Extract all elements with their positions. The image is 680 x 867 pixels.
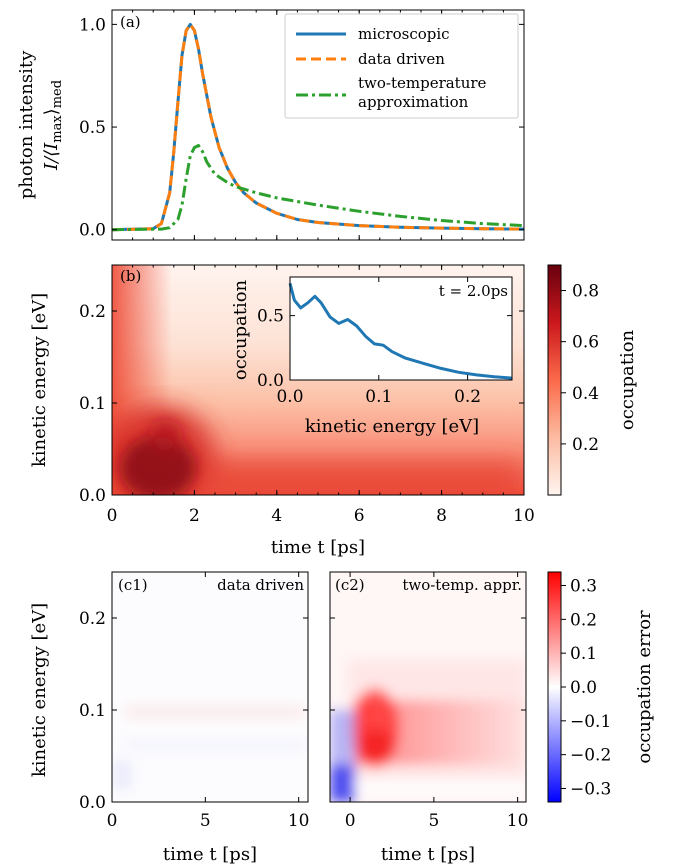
colorbar-c-tick-label: −0.3 [570,779,611,799]
legend-label-two-temperature-line2: approximation [358,93,469,111]
panel-c1-xtick-label: 5 [200,811,211,831]
panel-b-xtick-label: 0 [107,506,118,526]
panel-a-ytick-label: 0.5 [79,118,106,138]
colorbar-b-tick-label: 0.2 [572,435,599,455]
panel-b-xtick-label: 4 [271,506,282,526]
panel-c1: 0 5 10 0.0 0.1 0.2 (c1) data driven time t [p… [29,571,310,865]
panel-c1-title: data driven [217,576,304,594]
panel-b-ylabel: kinetic energy [eV] [29,293,50,467]
panel-b-xtick-label: 10 [513,506,535,526]
panel-a-legend: microscopic data driven two-temperature … [284,13,519,119]
panel-c-colorbar: 0.3 0.2 0.1 0.0 −0.1 −0.2 −0.3 occupation erro… [547,571,655,803]
panel-c2-xtick-label: 0 [345,811,356,831]
panel-c1-xtick-label: 10 [288,811,310,831]
panel-b-xlabel: time t [ps] [271,537,365,558]
series-data-driven [112,22,524,232]
panel-a-label: (a) [120,13,141,31]
legend-label-data-driven: data driven [358,50,445,68]
panel-c2-label: (c2) [335,576,365,594]
panel-a-ticks: 0.0 0.5 1.0 [79,10,525,241]
ylabel-sub1: max [50,115,65,143]
panel-c1-ytick-label: 0.2 [79,609,106,629]
panel-c1-ytick-label: 0.0 [79,793,106,813]
ylabel-main: I/⟨I [41,142,62,171]
colorbar-b-tick-label: 0.8 [572,282,599,302]
series-two-temperature-approximation [112,144,524,232]
panel-c2-title: two-temp. appr. [402,576,522,594]
panel-c1-ytick-label: 0.1 [79,701,106,721]
colorbar-b-ticks: 0.2 0.4 0.6 0.8 [561,282,599,455]
ylabel-sub2: med [50,80,65,108]
legend-box [284,13,519,119]
colorbar-b-label: occupation [617,329,638,430]
colorbar-bwr [547,571,562,803]
colorbar-c-ticks: 0.3 0.2 0.1 0.0 −0.1 −0.2 −0.3 [561,577,611,799]
panel-b-colorbar: 0.2 0.4 0.6 0.8 occupation [547,264,638,496]
inset-ticks: 0.0 0.1 0.2 0.0 0.5 [257,277,512,407]
colorbar-c-tick-label: 0.3 [570,577,597,597]
colorbar-c-tick-label: 0.1 [570,644,597,664]
inset-ytick-label: 0.5 [257,307,284,327]
legend-label-microscopic: microscopic [358,25,450,43]
panel-c2-frame [329,571,527,803]
inset-ylabel: occupation [230,279,251,380]
inset-xlabel: kinetic energy [eV] [305,416,479,437]
inset-annotation: t = 2.0ps [439,282,508,300]
panel-b-ytick-label: 0.2 [79,302,106,322]
heatmap-hotspot-core [120,419,196,495]
panel-b-ticks: 0 2 4 6 8 10 0.0 0.1 0.2 [79,265,535,526]
panel-a: 0.00.51.0 (a) photon intensity I/⟨Imax⟩m… [16,9,525,241]
panel-c2-heatmap [330,572,526,802]
panel-c2-xlabel: time t [ps] [381,844,475,865]
panel-a-ylabel-line1: photon intensity [16,50,37,199]
ylabel-mid: ⟩ [41,108,62,115]
inset-ytick-label: 0.0 [257,371,284,391]
panel-b-ytick-label: 0.1 [79,394,106,414]
panel-c1-ticks: 0 5 10 0.0 0.1 0.2 [79,572,310,831]
panel-b-xtick-label: 8 [436,506,447,526]
panel-c1-xlabel: time t [ps] [163,844,257,865]
panel-c1-xtick-label: 0 [107,811,118,831]
panel-c1-ylabel: kinetic energy [eV] [29,603,50,777]
panel-b-inset: 0.0 0.1 0.2 0.0 0.5 t = 2.0ps kinetic energy… [230,276,513,437]
inset-frame [289,276,513,381]
inset-xtick-label: 0.0 [276,387,303,407]
panel-c2: 0 5 10 (c2) two-temp. appr. time t [ps] 0.… [329,571,655,865]
panel-b-xtick-label: 2 [189,506,200,526]
panel-c1-heatmap [112,572,308,802]
colorbar-c-label: occupation error [634,610,655,764]
colorbar-b-tick-label: 0.6 [572,333,599,353]
panel-a-ytick-label: 1.0 [79,15,106,35]
inset-background [290,277,512,380]
panel-b-ytick-label: 0.0 [79,486,106,506]
legend-label-two-temperature-line1: two-temperature [358,74,487,92]
colorbar-c-tick-label: −0.2 [570,746,611,766]
panel-c2-xtick-label: 5 [428,811,439,831]
panel-b-xtick-label: 6 [354,506,365,526]
panel-b: 0 2 4 6 8 10 0.0 0.1 0.2 (b) time t [ps] kinetic… [29,264,638,558]
colorbar-c-tick-label: 0.0 [570,678,597,698]
colorbar-c-tick-label: 0.2 [570,610,597,630]
panel-a-ytick-label: 0.0 [79,221,106,241]
inset-xtick-label: 0.2 [454,387,481,407]
inset-plot-area [288,283,513,380]
colorbar-b-tick-label: 0.4 [572,384,599,404]
panel-c2-xtick-label: 10 [507,811,529,831]
panel-c2-ticks: 0 5 10 [330,572,528,831]
panel-a-ylabel-line2: I/⟨Imax⟩med [41,80,65,171]
colorbar-c-tick-label: −0.1 [570,712,611,732]
inset-occupation-line [288,283,513,380]
panel-a-plot-area [112,22,524,232]
panel-c1-frame [111,571,309,803]
inset-xtick-label: 0.1 [365,387,392,407]
colorbar-reds [547,264,562,496]
panel-b-label: (b) [120,267,141,285]
panel-c1-label: (c1) [118,576,148,594]
